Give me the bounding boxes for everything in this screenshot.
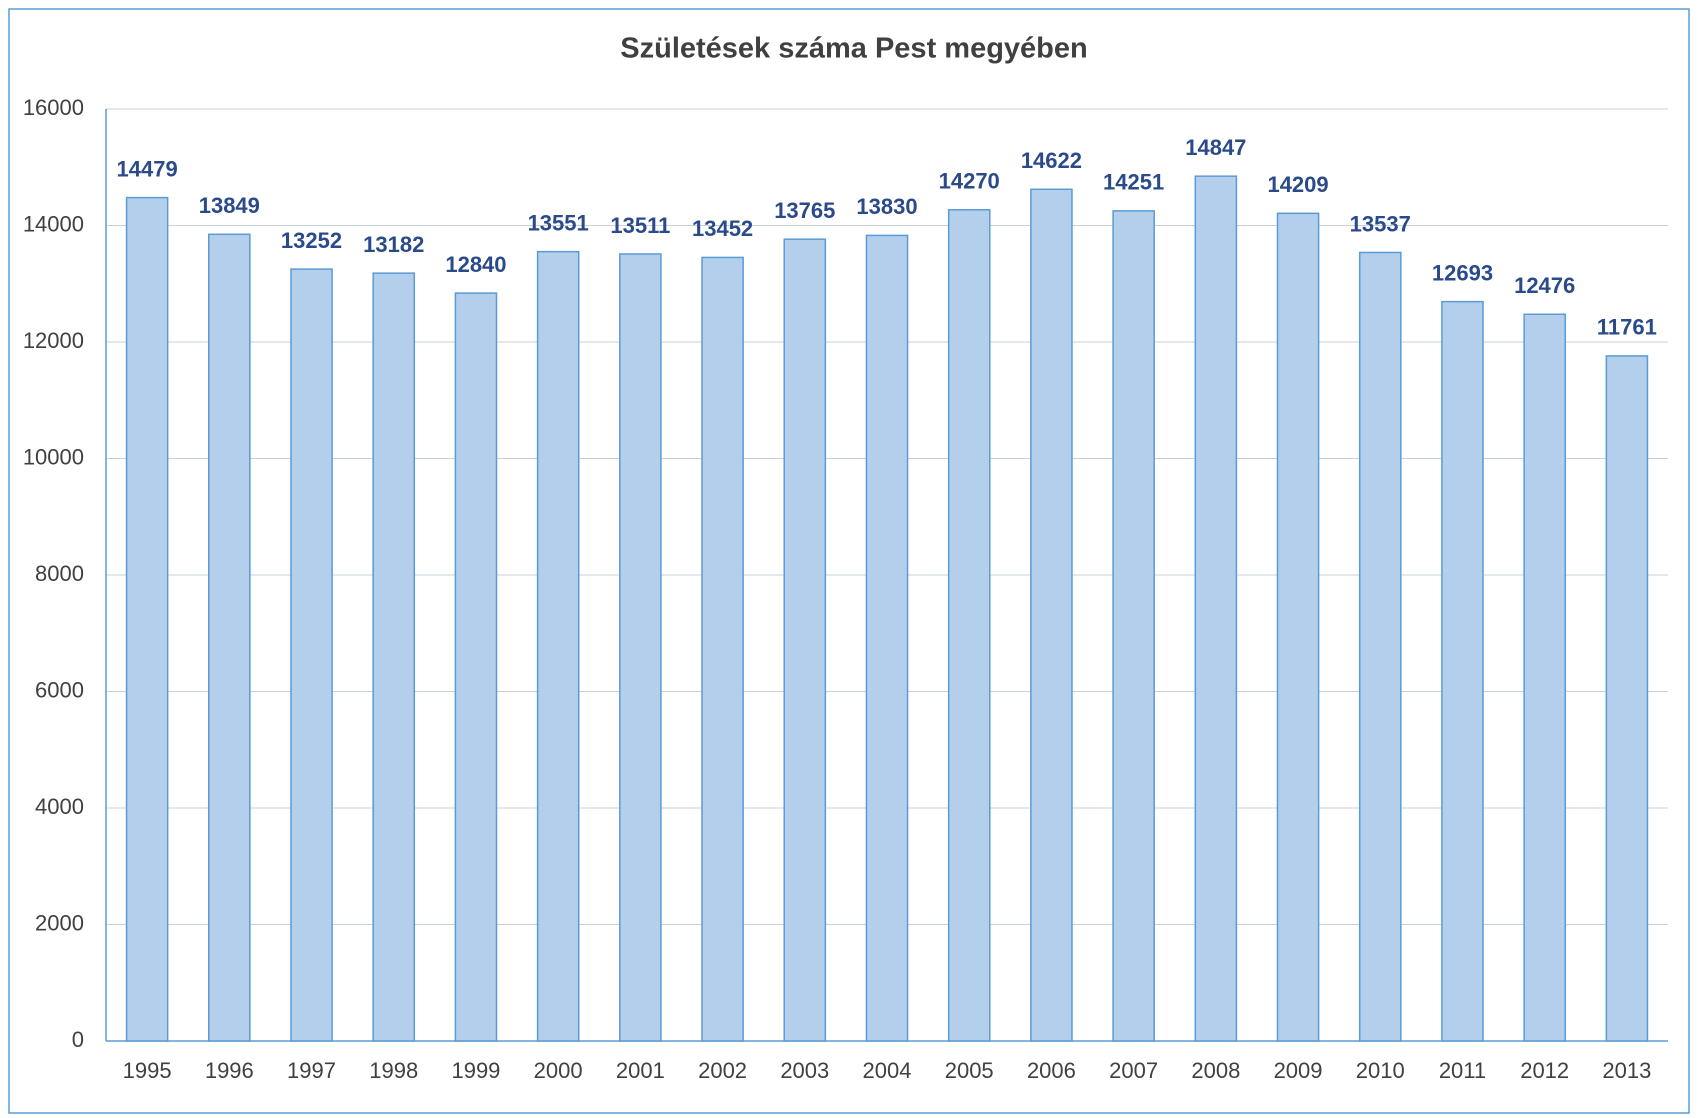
y-tick-label: 12000 bbox=[23, 328, 84, 353]
data-label: 11761 bbox=[1597, 315, 1657, 340]
data-label: 14270 bbox=[939, 169, 1000, 194]
bar bbox=[1112, 210, 1155, 1042]
x-tick-label: 2008 bbox=[1191, 1058, 1240, 1083]
data-label: 13452 bbox=[692, 216, 753, 241]
bar bbox=[1030, 188, 1073, 1042]
x-tick-label: 2000 bbox=[534, 1058, 583, 1083]
data-label: 13551 bbox=[528, 210, 589, 235]
data-label: 12476 bbox=[1514, 273, 1575, 298]
bar bbox=[619, 253, 662, 1042]
data-label: 12693 bbox=[1432, 260, 1493, 285]
bar bbox=[701, 256, 744, 1042]
data-label: 13830 bbox=[856, 194, 917, 219]
x-tick-label: 2004 bbox=[863, 1058, 912, 1083]
x-tick-label: 2006 bbox=[1027, 1058, 1076, 1083]
data-label: 13252 bbox=[281, 228, 342, 253]
data-label: 13765 bbox=[774, 198, 835, 223]
y-tick-label: 14000 bbox=[23, 211, 84, 236]
data-label: 13182 bbox=[363, 232, 424, 257]
data-label: 14479 bbox=[117, 156, 178, 181]
x-tick-label: 2011 bbox=[1439, 1058, 1486, 1083]
bar bbox=[1358, 251, 1402, 1042]
y-tick-label: 8000 bbox=[35, 561, 84, 586]
bar bbox=[125, 196, 169, 1042]
x-tick-label: 1996 bbox=[205, 1058, 254, 1083]
bar bbox=[947, 209, 991, 1042]
x-tick-label: 2013 bbox=[1602, 1058, 1651, 1083]
x-tick-label: 2012 bbox=[1520, 1058, 1569, 1083]
y-tick-label: 2000 bbox=[35, 910, 84, 935]
x-tick-label: 2009 bbox=[1274, 1058, 1323, 1083]
y-tick-label: 4000 bbox=[35, 794, 84, 819]
data-label: 13849 bbox=[199, 193, 260, 218]
x-tick-label: 2001 bbox=[616, 1058, 665, 1083]
x-tick-label: 1997 bbox=[287, 1058, 336, 1083]
y-tick-label: 6000 bbox=[35, 677, 84, 702]
bar bbox=[783, 238, 827, 1042]
x-tick-label: 1999 bbox=[451, 1058, 500, 1083]
bar bbox=[865, 234, 909, 1042]
bar bbox=[1194, 175, 1238, 1042]
y-tick-label: 16000 bbox=[23, 95, 84, 120]
x-tick-label: 2010 bbox=[1356, 1058, 1405, 1083]
data-label: 13537 bbox=[1350, 211, 1411, 236]
data-label: 14251 bbox=[1103, 170, 1164, 195]
bar bbox=[1276, 212, 1320, 1042]
x-tick-label: 2003 bbox=[780, 1058, 829, 1083]
data-label: 14209 bbox=[1267, 172, 1328, 197]
data-label: 14622 bbox=[1021, 148, 1082, 173]
x-tick-label: 2002 bbox=[698, 1058, 747, 1083]
bar bbox=[536, 250, 580, 1042]
bar bbox=[290, 268, 333, 1042]
x-tick-label: 2005 bbox=[945, 1058, 994, 1083]
bar bbox=[1523, 313, 1566, 1042]
chart-title: Születések száma Pest megyében bbox=[620, 33, 1087, 65]
bar bbox=[454, 292, 498, 1042]
x-tick-label: 2007 bbox=[1109, 1058, 1158, 1083]
data-label: 14847 bbox=[1185, 135, 1246, 160]
y-tick-label: 10000 bbox=[23, 444, 84, 469]
x-tick-label: 1998 bbox=[369, 1058, 418, 1083]
data-label: 12840 bbox=[445, 252, 506, 277]
bar bbox=[372, 272, 416, 1042]
y-tick-label: 0 bbox=[72, 1027, 84, 1052]
bar bbox=[1441, 300, 1484, 1042]
bar bbox=[208, 233, 251, 1042]
x-tick-label: 1995 bbox=[123, 1058, 172, 1083]
bar bbox=[1605, 355, 1649, 1042]
chart-border bbox=[8, 8, 1690, 1114]
data-label: 13511 bbox=[610, 213, 670, 238]
